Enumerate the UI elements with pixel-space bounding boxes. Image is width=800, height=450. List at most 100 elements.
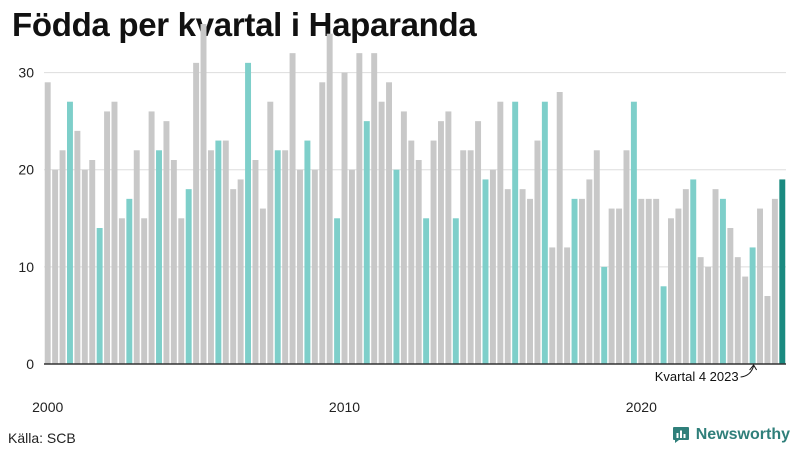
bar (371, 53, 378, 364)
bar (438, 121, 444, 364)
bar (489, 169, 496, 364)
bar (497, 101, 504, 365)
bar (400, 111, 407, 365)
bar (148, 111, 155, 365)
y-axis-ticks: 0 10 20 30 (18, 65, 34, 372)
bar (52, 169, 59, 364)
newsworthy-logo-icon (672, 427, 689, 443)
bar (207, 150, 214, 364)
bar (393, 169, 400, 364)
bar (96, 228, 103, 364)
bar (757, 208, 763, 364)
bar (185, 189, 192, 364)
bar (675, 208, 682, 364)
chart-title: Födda per kvartal i Haparanda (12, 6, 477, 43)
bar (170, 160, 177, 364)
bar (593, 150, 600, 364)
bar (430, 140, 437, 364)
y-tick-label: 20 (18, 162, 34, 178)
bar (645, 198, 652, 364)
bar (356, 53, 363, 364)
bar (126, 198, 133, 364)
bar (67, 101, 73, 365)
annotation: Kvartal 4 2023 (655, 364, 758, 384)
bar (608, 208, 615, 364)
bar (653, 198, 660, 364)
annotation-arrow (740, 365, 755, 378)
bar (104, 111, 111, 365)
bar (200, 24, 207, 364)
bar (141, 218, 148, 364)
bar (163, 121, 170, 364)
x-tick-label: 2020 (626, 399, 657, 415)
bar (705, 266, 712, 364)
bar (237, 179, 244, 364)
bar (727, 228, 734, 364)
bar (118, 218, 125, 364)
bar (297, 169, 303, 364)
bar (512, 101, 519, 365)
y-tick-label: 0 (26, 356, 34, 372)
bar (44, 82, 51, 364)
bar (89, 160, 96, 364)
bar (133, 150, 140, 364)
bar (289, 53, 296, 364)
bar (734, 257, 741, 364)
bar (764, 296, 771, 364)
annotation-label: Kvartal 4 2023 (655, 369, 739, 384)
bar (267, 101, 274, 365)
bar (467, 150, 474, 364)
bar (319, 82, 326, 364)
bar (475, 121, 482, 364)
x-axis-ticks: 2000 2010 2020 (32, 399, 657, 415)
bars (44, 24, 786, 365)
bar (311, 169, 318, 364)
bar (601, 266, 608, 364)
bar (341, 72, 348, 364)
bar (586, 179, 593, 364)
bar (690, 179, 697, 364)
bar (282, 150, 289, 364)
brand-name: Newsworthy (695, 426, 790, 443)
bar (534, 140, 541, 364)
bar (549, 247, 556, 364)
bar (541, 101, 548, 365)
bar (697, 257, 704, 364)
bar (193, 62, 200, 365)
bar (719, 198, 726, 364)
bar (59, 150, 66, 364)
bar (274, 150, 281, 364)
bar (660, 286, 667, 364)
bar (408, 140, 415, 364)
bar (378, 101, 385, 365)
bar (222, 140, 229, 364)
bar (415, 160, 422, 364)
bar (178, 218, 185, 364)
x-tick-label: 2000 (32, 399, 63, 415)
bar (556, 92, 563, 364)
bar (245, 62, 252, 365)
bar (386, 82, 392, 364)
y-tick-label: 30 (18, 65, 34, 81)
bar (527, 198, 533, 364)
bar (326, 33, 333, 365)
bar (638, 198, 645, 364)
bar (74, 130, 81, 364)
annotation-arrowhead (749, 364, 758, 371)
bar (334, 218, 341, 364)
bar (111, 101, 118, 365)
bar (252, 160, 259, 364)
bar (749, 247, 756, 364)
bar (482, 179, 489, 364)
bar (230, 189, 237, 364)
gridlines (44, 72, 786, 268)
x-tick-label: 2010 (329, 399, 360, 415)
bar (259, 208, 266, 364)
bar (156, 150, 162, 364)
source-note: Källa: SCB (8, 430, 76, 446)
bar (712, 189, 719, 364)
y-tick-label: 10 (18, 259, 34, 275)
bar (616, 208, 623, 364)
bar (771, 198, 778, 364)
